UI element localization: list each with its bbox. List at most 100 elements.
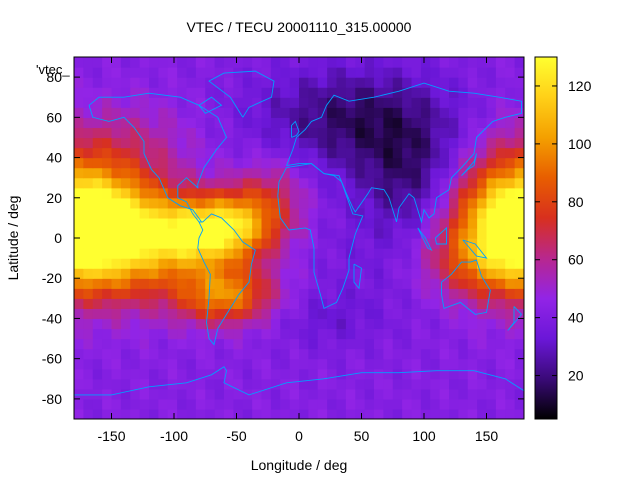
heatmap-cell [467, 57, 478, 68]
heatmap-cell [420, 187, 431, 199]
heatmap-cell [167, 348, 178, 360]
heatmap-cell [130, 117, 141, 128]
heatmap-cell [486, 97, 497, 108]
heatmap-cell [420, 378, 431, 390]
heatmap-cell [149, 358, 159, 370]
heatmap-cell [205, 97, 216, 108]
heatmap-cell [392, 167, 403, 179]
heatmap-cell [514, 378, 524, 390]
heatmap-cell [195, 87, 206, 98]
heatmap-cell [74, 388, 84, 400]
heatmap-cell [411, 197, 422, 209]
heatmap-cell [74, 278, 84, 289]
heatmap-cell [74, 378, 84, 390]
heatmap-cell [177, 157, 188, 169]
heatmap-cell [327, 187, 338, 199]
heatmap-cell [214, 248, 225, 259]
heatmap-cell [477, 348, 488, 360]
heatmap-cell [317, 67, 328, 78]
heatmap-cell [195, 57, 206, 68]
heatmap-cell [167, 87, 178, 98]
heatmap-cell [158, 358, 169, 370]
heatmap-cell [402, 147, 413, 159]
heatmap-cell [355, 77, 366, 88]
heatmap-cell [224, 258, 234, 269]
heatmap-cell [224, 177, 234, 189]
heatmap-cell [505, 398, 516, 410]
heatmap-cell [186, 298, 197, 309]
y-tick-label: 60 [46, 109, 62, 125]
heatmap-cell [308, 288, 319, 299]
heatmap-cell [242, 288, 253, 299]
heatmap-cell [505, 227, 516, 239]
heatmap-cell [74, 67, 84, 78]
heatmap-cell [449, 238, 459, 249]
heatmap-cell [158, 197, 169, 209]
heatmap-cell [224, 308, 234, 320]
heatmap-cell [261, 328, 272, 340]
heatmap-cell [327, 348, 338, 360]
heatmap-cell [355, 167, 366, 179]
heatmap-cell [186, 147, 197, 159]
coastline [441, 259, 491, 315]
heatmap-cell [111, 87, 122, 98]
heatmap-cell [308, 338, 319, 350]
heatmap-cell [289, 278, 300, 289]
heatmap-cell [242, 157, 253, 169]
heatmap-cell [111, 67, 122, 78]
heatmap-cell [158, 187, 169, 199]
heatmap-cell [364, 288, 375, 299]
heatmap-cell [383, 268, 394, 279]
heatmap-cell [289, 147, 300, 159]
heatmap-cell [345, 227, 356, 239]
heatmap-cell [280, 87, 291, 98]
heatmap-cell [270, 157, 281, 169]
heatmap-cell [74, 248, 84, 259]
colorbar-tick-label: 100 [568, 136, 592, 152]
heatmap-cell [205, 177, 216, 189]
heatmap-cell [411, 117, 422, 128]
heatmap-cell [449, 308, 459, 320]
heatmap-cell [177, 358, 188, 370]
heatmap-cell [411, 217, 422, 229]
heatmap-cell [177, 338, 188, 350]
heatmap-cell [495, 338, 506, 350]
heatmap-cell [252, 398, 263, 410]
heatmap-cell [242, 328, 253, 340]
coastline [461, 153, 477, 177]
heatmap-cell [233, 97, 244, 108]
heatmap-cell [299, 248, 309, 259]
heatmap-cell [102, 227, 113, 239]
heatmap-cell [345, 268, 356, 279]
heatmap-cell [270, 308, 281, 320]
heatmap-cell [177, 97, 188, 108]
heatmap-cell [364, 408, 375, 419]
heatmap-cell [514, 167, 524, 179]
heatmap-cell [205, 187, 216, 199]
heatmap-cell [299, 227, 309, 239]
heatmap-cell [486, 338, 497, 350]
heatmap-cell [505, 77, 516, 88]
heatmap-cell [383, 298, 394, 309]
heatmap-cell [214, 388, 225, 400]
heatmap-cell [167, 308, 178, 320]
heatmap-cell [430, 268, 441, 279]
heatmap-cell [477, 308, 488, 320]
heatmap-cell [411, 157, 422, 169]
heatmap-cell [270, 278, 281, 289]
heatmap-cell [439, 97, 450, 108]
heatmap-cell [195, 328, 206, 340]
heatmap-cell [205, 248, 216, 259]
heatmap-cell [420, 227, 431, 239]
heatmap-cell [467, 77, 478, 88]
heatmap-cell [149, 137, 159, 149]
heatmap-cell [130, 348, 141, 360]
heatmap-cell [336, 408, 347, 419]
heatmap-cell [120, 77, 131, 88]
heatmap-cell [252, 107, 263, 118]
heatmap-cell [336, 117, 347, 128]
heatmap-cell [477, 238, 488, 249]
heatmap-cell [402, 167, 413, 179]
heatmap-cell [514, 338, 524, 350]
heatmap-cell [439, 137, 450, 149]
